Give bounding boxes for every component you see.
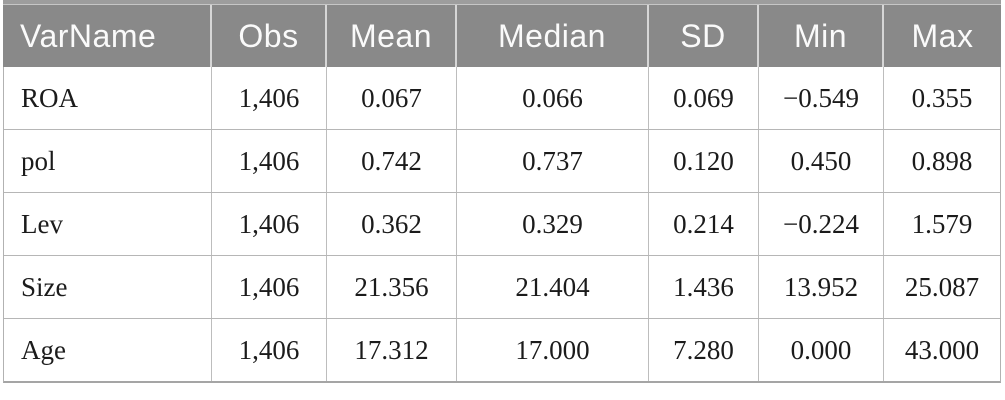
max-cell: 0.898 — [883, 130, 1000, 192]
max-cell: 43.000 — [883, 319, 1000, 381]
max-cell: 25.087 — [883, 256, 1000, 318]
mean-cell: 17.312 — [326, 319, 456, 381]
var-name-cell: ROA — [21, 82, 79, 113]
var-name-cell: Size — [21, 271, 68, 302]
median-cell: 0.066 — [456, 67, 648, 129]
obs-cell: 1,406 — [211, 193, 326, 255]
mean-cell: 0.362 — [326, 193, 456, 255]
table-row-age: Age 1,406 17.312 17.000 7.280 0.000 43.0… — [4, 318, 1000, 381]
table-top-rule — [3, 0, 1001, 5]
var-name-cell: pol — [21, 145, 56, 176]
var-name-cell: Age — [21, 334, 66, 365]
obs-cell: 1,406 — [211, 319, 326, 381]
column-header-min: Min — [757, 5, 882, 67]
sd-cell: 0.120 — [648, 130, 758, 192]
mean-cell: 0.067 — [326, 67, 456, 129]
min-cell: −0.224 — [758, 193, 883, 255]
max-cell: 1.579 — [883, 193, 1000, 255]
summary-statistics-table: VarName Obs Mean Median SD Min Max ROA 1… — [3, 0, 1001, 383]
mean-cell: 21.356 — [326, 256, 456, 318]
column-header-mean: Mean — [325, 5, 455, 67]
min-cell: 0.000 — [758, 319, 883, 381]
var-name-cell: Lev — [21, 208, 63, 239]
obs-cell: 1,406 — [211, 256, 326, 318]
min-cell: −0.549 — [758, 67, 883, 129]
sd-cell: 0.214 — [648, 193, 758, 255]
min-cell: 0.450 — [758, 130, 883, 192]
mean-cell: 0.742 — [326, 130, 456, 192]
table-header-row: VarName Obs Mean Median SD Min Max — [3, 5, 1001, 67]
median-cell: 0.329 — [456, 193, 648, 255]
median-cell: 17.000 — [456, 319, 648, 381]
sd-cell: 0.069 — [648, 67, 758, 129]
median-cell: 21.404 — [456, 256, 648, 318]
min-cell: 13.952 — [758, 256, 883, 318]
column-header-sd: SD — [647, 5, 757, 67]
table-row-roa: ROA 1,406 0.067 0.066 0.069 −0.549 0.355 — [4, 67, 1000, 129]
table-body: ROA 1,406 0.067 0.066 0.069 −0.549 0.355… — [3, 67, 1001, 383]
table-row-pol: pol 1,406 0.742 0.737 0.120 0.450 0.898 — [4, 129, 1000, 192]
column-header-median: Median — [455, 5, 647, 67]
table-row-lev: Lev 1,406 0.362 0.329 0.214 −0.224 1.579 — [4, 192, 1000, 255]
sd-cell: 1.436 — [648, 256, 758, 318]
max-cell: 0.355 — [883, 67, 1000, 129]
column-header-max: Max — [882, 5, 1001, 67]
table-row-size: Size 1,406 21.356 21.404 1.436 13.952 25… — [4, 255, 1000, 318]
column-header-varname: VarName — [20, 17, 157, 54]
obs-cell: 1,406 — [211, 130, 326, 192]
obs-cell: 1,406 — [211, 67, 326, 129]
sd-cell: 7.280 — [648, 319, 758, 381]
column-header-obs: Obs — [210, 5, 325, 67]
median-cell: 0.737 — [456, 130, 648, 192]
